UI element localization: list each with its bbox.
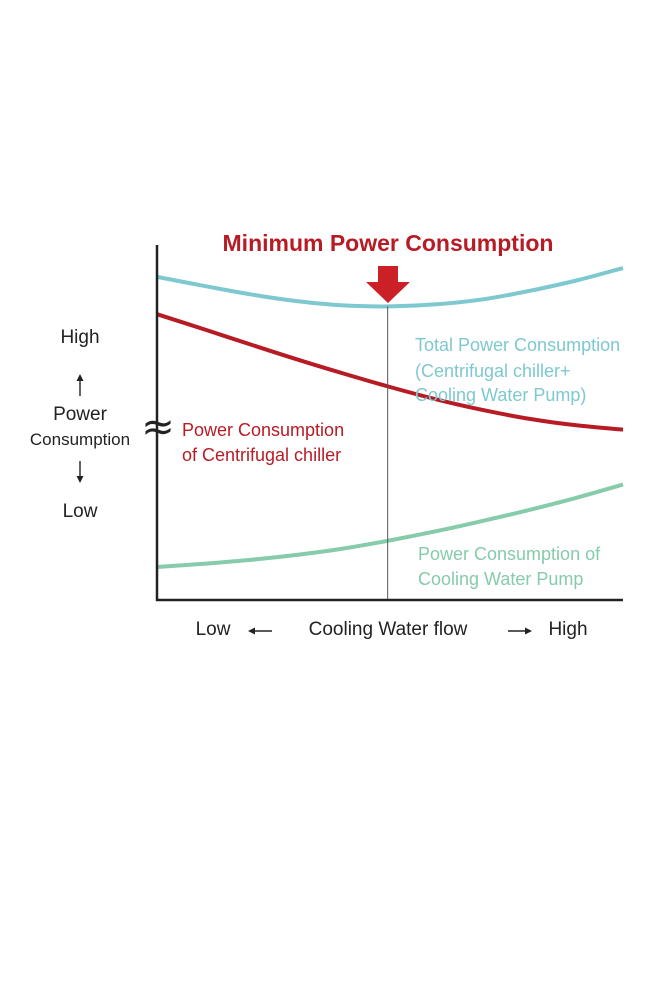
x-axis-label: Cooling Water flow [309, 619, 468, 640]
chart-title: Minimum Power Consumption [223, 230, 554, 256]
x-low-label: Low [196, 619, 231, 640]
series-label-total: Total Power Consumption (Centrifugal chi… [415, 335, 620, 405]
y-label-line2: Consumption [30, 430, 130, 449]
series-label-total-line2: (Centrifugal chiller+ [415, 361, 571, 381]
series-label-pump-line1: Power Consumption of [418, 544, 601, 564]
series-label-chiller-line1: Power Consumption [182, 420, 344, 440]
series-line-pump [156, 482, 624, 569]
series-label-pump: Power Consumption of Cooling Water Pump [418, 544, 601, 589]
right-arrow-icon [508, 627, 532, 635]
series-label-total-line1: Total Power Consumption [415, 335, 620, 355]
y-high-label: High [60, 327, 99, 348]
x-high-label: High [548, 619, 587, 640]
y-low-label: Low [63, 501, 98, 522]
down-arrow-icon [76, 461, 84, 483]
series-line-chiller [156, 312, 624, 432]
axis-break-icon: ≈ [141, 404, 175, 450]
series-line-total [156, 266, 624, 309]
up-arrow-icon [76, 374, 84, 396]
minimum-arrow-icon [366, 266, 410, 303]
series-label-chiller-line2: of Centrifugal chiller [182, 445, 341, 465]
series-label-chiller: Power Consumption of Centrifugal chiller [182, 420, 344, 465]
left-arrow-icon [248, 627, 272, 635]
series-label-pump-line2: Cooling Water Pump [418, 569, 583, 589]
y-label-line1: Power [53, 404, 108, 425]
series-label-total-line3: Cooling Water Pump) [415, 385, 586, 405]
